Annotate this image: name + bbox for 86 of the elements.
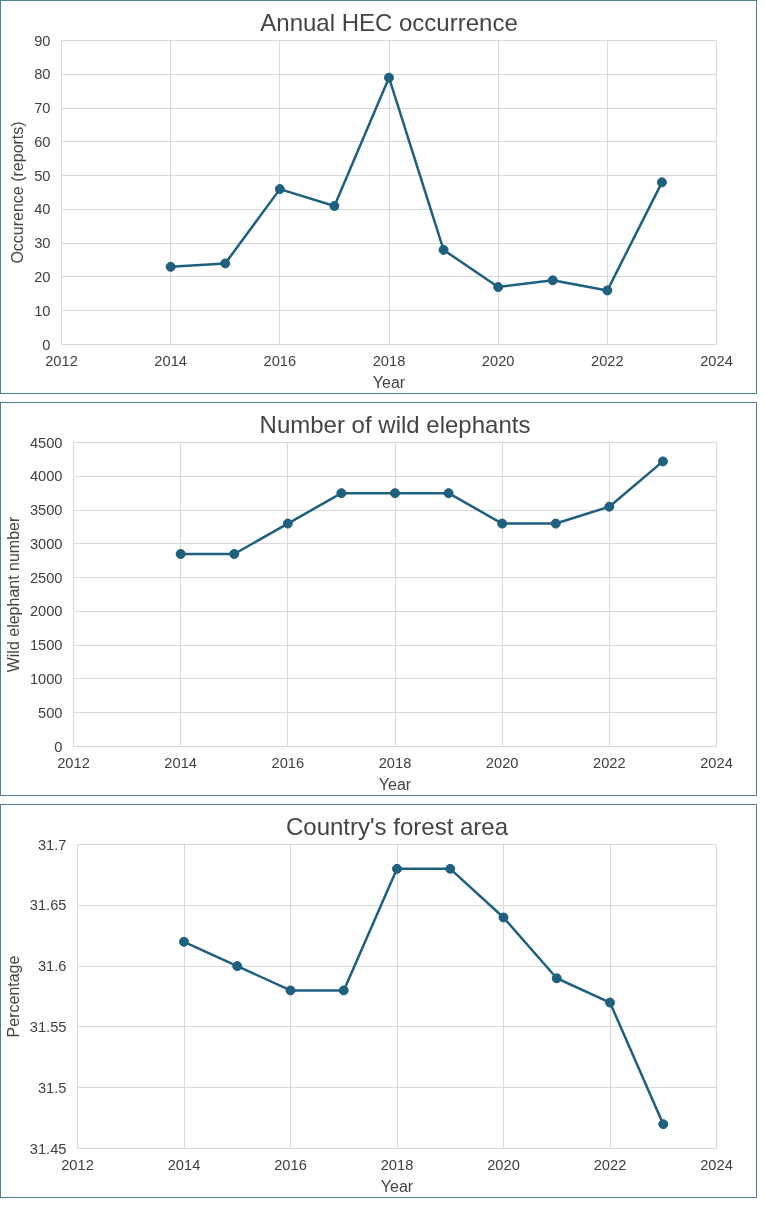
x-tick-label: 2018 bbox=[380, 1156, 414, 1173]
point bbox=[498, 912, 509, 923]
point bbox=[493, 282, 504, 293]
x-axis-title: Year bbox=[378, 775, 412, 793]
y-tick-label: 0 bbox=[42, 336, 51, 353]
y-tick-label: 10 bbox=[34, 302, 51, 319]
y-axis-title: Percentage bbox=[4, 955, 22, 1038]
x-tick-label: 2022 bbox=[593, 1156, 627, 1173]
x-tick-label: 2014 bbox=[167, 1156, 201, 1173]
point bbox=[329, 201, 340, 211]
point bbox=[657, 456, 668, 467]
x-tick-label: 2016 bbox=[271, 754, 305, 771]
point bbox=[551, 973, 562, 984]
point bbox=[656, 177, 667, 188]
chart-title: Country's forest area bbox=[285, 812, 509, 840]
y-tick-label: 40 bbox=[34, 201, 51, 218]
point bbox=[547, 275, 558, 286]
point bbox=[285, 985, 296, 996]
x-tick-label: 2024 bbox=[700, 352, 733, 369]
x-tick-label: 2020 bbox=[481, 352, 515, 369]
x-tick-label: 2024 bbox=[700, 754, 733, 771]
chart-title: Annual HEC occurrence bbox=[260, 8, 518, 36]
x-tick-label: 2022 bbox=[593, 754, 626, 771]
point bbox=[165, 261, 176, 272]
x-tick-label: 2014 bbox=[154, 352, 187, 369]
x-tick-label: 2014 bbox=[164, 754, 197, 771]
x-tick-label: 2018 bbox=[372, 352, 406, 369]
y-tick-label: 500 bbox=[38, 704, 63, 721]
y-tick-label: 2000 bbox=[29, 603, 63, 620]
y-tick-label: 70 bbox=[34, 100, 51, 117]
y-tick-label: 90 bbox=[34, 32, 51, 49]
y-tick-label: 2500 bbox=[29, 569, 63, 586]
x-tick-label: 2020 bbox=[487, 1156, 520, 1173]
x-tick-label: 2020 bbox=[485, 754, 519, 771]
y-tick-label: 31.6 bbox=[37, 958, 67, 975]
point bbox=[602, 285, 613, 296]
point bbox=[384, 72, 394, 83]
x-tick-label: 2024 bbox=[700, 1156, 733, 1173]
y-tick-label: 31.65 bbox=[29, 897, 67, 914]
y-axis-title: Wild elephant number bbox=[4, 516, 22, 673]
x-tick-label: 2016 bbox=[274, 1156, 307, 1173]
point bbox=[658, 1119, 669, 1130]
point bbox=[229, 548, 240, 559]
y-tick-label: 31.5 bbox=[37, 1079, 67, 1096]
x-axis-title: Year bbox=[380, 1177, 414, 1195]
point bbox=[497, 518, 508, 529]
x-tick-label: 2012 bbox=[61, 1156, 94, 1173]
y-tick-label: 20 bbox=[34, 268, 51, 285]
y-tick-label: 50 bbox=[34, 167, 51, 184]
x-axis-title: Year bbox=[372, 373, 406, 391]
y-tick-label: 30 bbox=[34, 235, 51, 252]
point bbox=[336, 488, 347, 499]
point bbox=[220, 258, 231, 269]
y-tick-label: 3000 bbox=[29, 535, 63, 552]
y-tick-label: 4500 bbox=[29, 434, 63, 451]
y-tick-label: 1500 bbox=[29, 637, 63, 654]
point bbox=[550, 518, 561, 529]
y-axis-title: Occurence (reports) bbox=[9, 121, 27, 264]
point bbox=[443, 488, 454, 499]
x-tick-label: 2012 bbox=[45, 352, 78, 369]
point bbox=[390, 488, 400, 499]
point bbox=[438, 244, 449, 255]
point bbox=[392, 863, 402, 874]
y-tick-label: 3500 bbox=[29, 502, 63, 519]
y-tick-label: 60 bbox=[34, 133, 51, 150]
point bbox=[445, 863, 456, 874]
y-tick-label: 0 bbox=[54, 738, 63, 755]
x-tick-label: 2022 bbox=[591, 352, 624, 369]
y-tick-label: 31.55 bbox=[29, 1018, 67, 1035]
x-tick-label: 2016 bbox=[263, 352, 297, 369]
point bbox=[338, 985, 349, 996]
point bbox=[179, 936, 189, 947]
point bbox=[274, 184, 285, 195]
point bbox=[605, 997, 615, 1008]
point bbox=[232, 961, 243, 972]
chart-title: Number of wild elephants bbox=[259, 410, 531, 438]
y-tick-label: 1000 bbox=[29, 670, 63, 687]
point bbox=[282, 518, 293, 529]
y-tick-label: 31.45 bbox=[29, 1140, 67, 1157]
x-tick-label: 2018 bbox=[378, 754, 412, 771]
y-tick-label: 4000 bbox=[29, 468, 63, 485]
point bbox=[604, 501, 615, 512]
y-tick-label: 31.7 bbox=[37, 836, 67, 853]
point bbox=[175, 548, 186, 559]
y-tick-label: 80 bbox=[34, 66, 51, 83]
x-tick-label: 2012 bbox=[57, 754, 90, 771]
